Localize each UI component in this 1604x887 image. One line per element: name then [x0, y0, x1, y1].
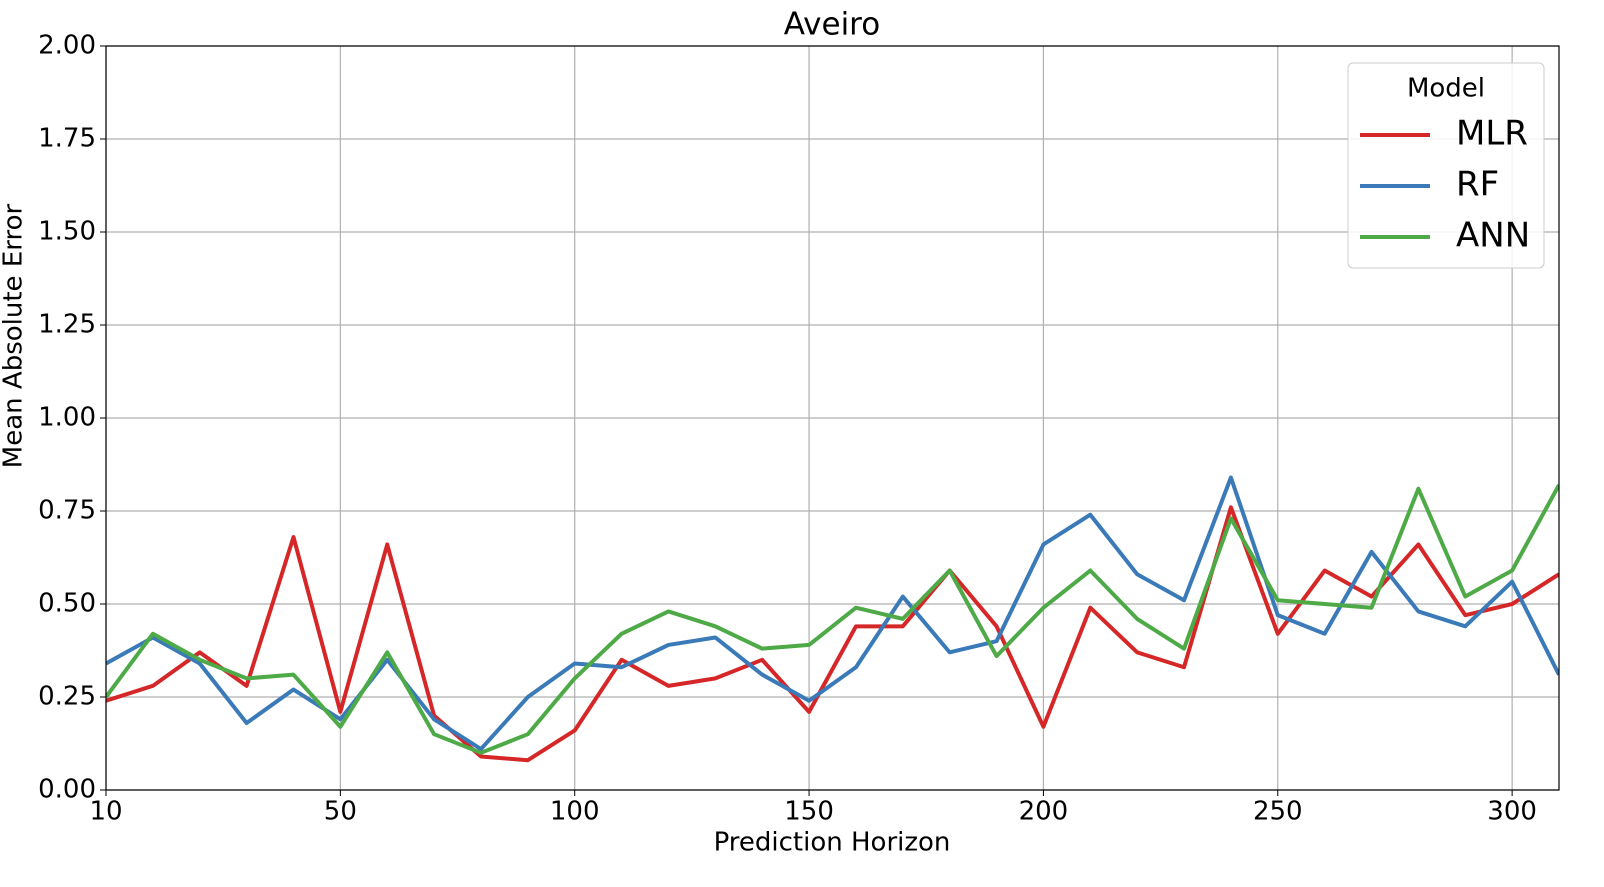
legend-label: RF	[1456, 165, 1499, 205]
x-tick-label: 250	[1253, 797, 1303, 827]
y-tick-label: 1.50	[38, 217, 96, 247]
x-axis-label: Prediction Horizon	[714, 828, 951, 858]
y-tick-label: 1.00	[38, 403, 96, 433]
lines	[106, 475, 1559, 763]
y-tick-label: 0.00	[38, 775, 96, 805]
y-tick-label: 0.25	[38, 682, 96, 712]
x-tick-label: 100	[550, 797, 600, 827]
series-line	[106, 505, 1559, 763]
y-tick-label: 0.50	[38, 589, 96, 619]
legend-box	[1347, 62, 1545, 269]
x-tick-label: 300	[1487, 797, 1537, 827]
y-tick-label: 1.75	[38, 124, 96, 154]
grid	[105, 45, 1559, 791]
y-axis-label: Mean Absolute Error	[0, 204, 29, 469]
legend-title: Model	[1407, 74, 1485, 104]
legend-label: ANN	[1456, 216, 1530, 256]
x-tick-label: 50	[324, 797, 357, 827]
series-line	[106, 475, 1559, 752]
x-tick-label: 200	[1019, 797, 1069, 827]
y-tick-label: 1.25	[38, 310, 96, 340]
legend-label: MLR	[1456, 114, 1528, 154]
y-tick-label: 2.00	[38, 31, 96, 61]
legend: Model MLR RF ANN	[1347, 62, 1545, 269]
x-tick-label: 150	[784, 797, 834, 827]
x-tick-label: 10	[89, 797, 122, 827]
series-line	[106, 483, 1559, 755]
y-tick-label: 0.75	[38, 496, 96, 526]
chart-title: Aveiro	[784, 7, 880, 43]
